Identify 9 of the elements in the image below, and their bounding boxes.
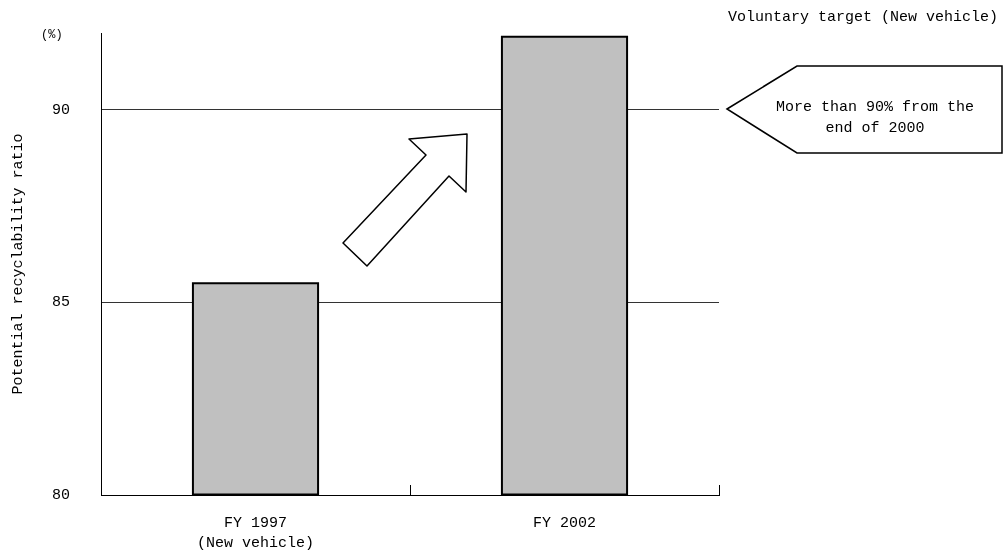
y-tick-label: 90 — [51, 101, 70, 119]
text: Voluntary target (New vehicle) — [727, 8, 998, 28]
y-axis-title: Potential recyclability ratio — [10, 133, 28, 395]
x-tick-label: FY 1997 (New vehicle) — [196, 515, 315, 553]
x-tick-label: FY 2002 — [532, 515, 597, 533]
y-tick-label: 80 — [51, 486, 70, 504]
text: (%) — [41, 28, 63, 42]
text: More than 90% from the end of 2000 — [774, 98, 975, 139]
y-tick-label: 85 — [51, 294, 70, 312]
